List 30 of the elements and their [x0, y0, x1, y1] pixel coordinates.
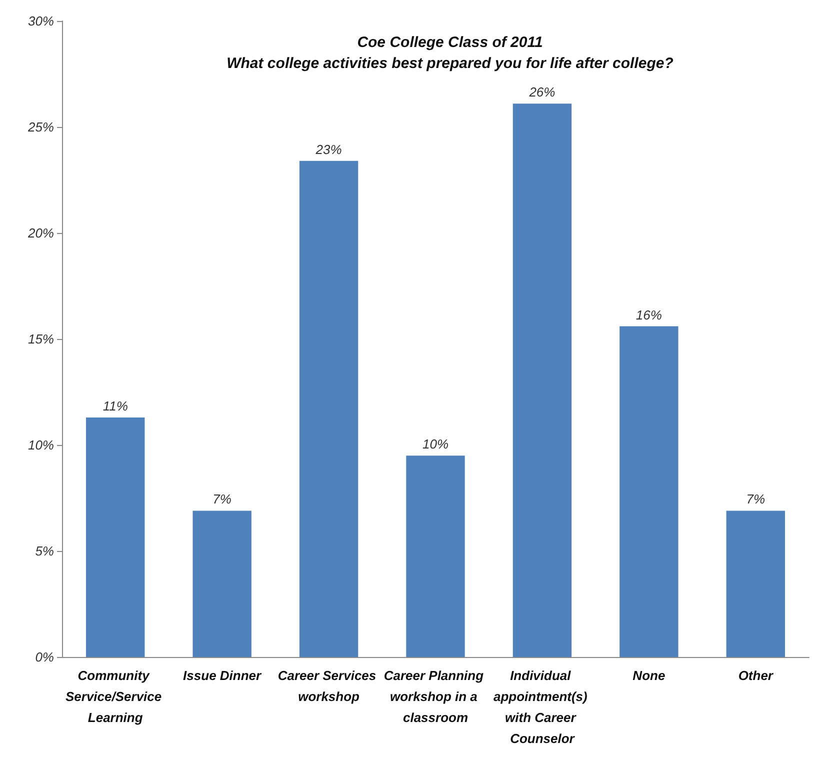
y-tick-label: 10% [28, 438, 54, 452]
bar [192, 510, 252, 657]
x-tick-label: Career Planning workshop in a classroom [384, 668, 488, 725]
y-tick-label: 30% [28, 14, 54, 28]
x-tick-label: Individual appointment(s) with Career Counselor [493, 668, 591, 746]
bar [512, 104, 572, 657]
bar [86, 417, 145, 657]
y-tick-label: 25% [26, 120, 54, 134]
x-tick-label: Career Services workshop [278, 668, 380, 704]
x-tick-label: Other [738, 668, 774, 683]
data-label: 23% [314, 142, 342, 157]
data-label: 11% [102, 398, 128, 414]
x-tick-label: None [632, 668, 666, 683]
y-tick-label: 0% [35, 650, 54, 664]
bar [620, 326, 678, 657]
data-label: 7% [746, 492, 766, 507]
y-tick-label: 5% [35, 544, 54, 558]
y-tick-label: 15% [28, 332, 54, 346]
data-label: 7% [212, 492, 232, 507]
y-tick-label: 20% [26, 226, 54, 240]
x-tick-label: Issue Dinner [183, 668, 262, 683]
text: What college activities best prepared you for life after college? [226, 55, 674, 72]
data-label: 10% [422, 436, 449, 452]
data-label: 26% [528, 84, 556, 100]
bar [726, 510, 785, 657]
data-label: 16% [636, 307, 662, 322]
bar [406, 456, 465, 657]
x-tick-label: Community Service/Service Learning [65, 668, 166, 725]
bar [299, 160, 358, 657]
text: Coe College Class of 2011 [357, 34, 543, 51]
